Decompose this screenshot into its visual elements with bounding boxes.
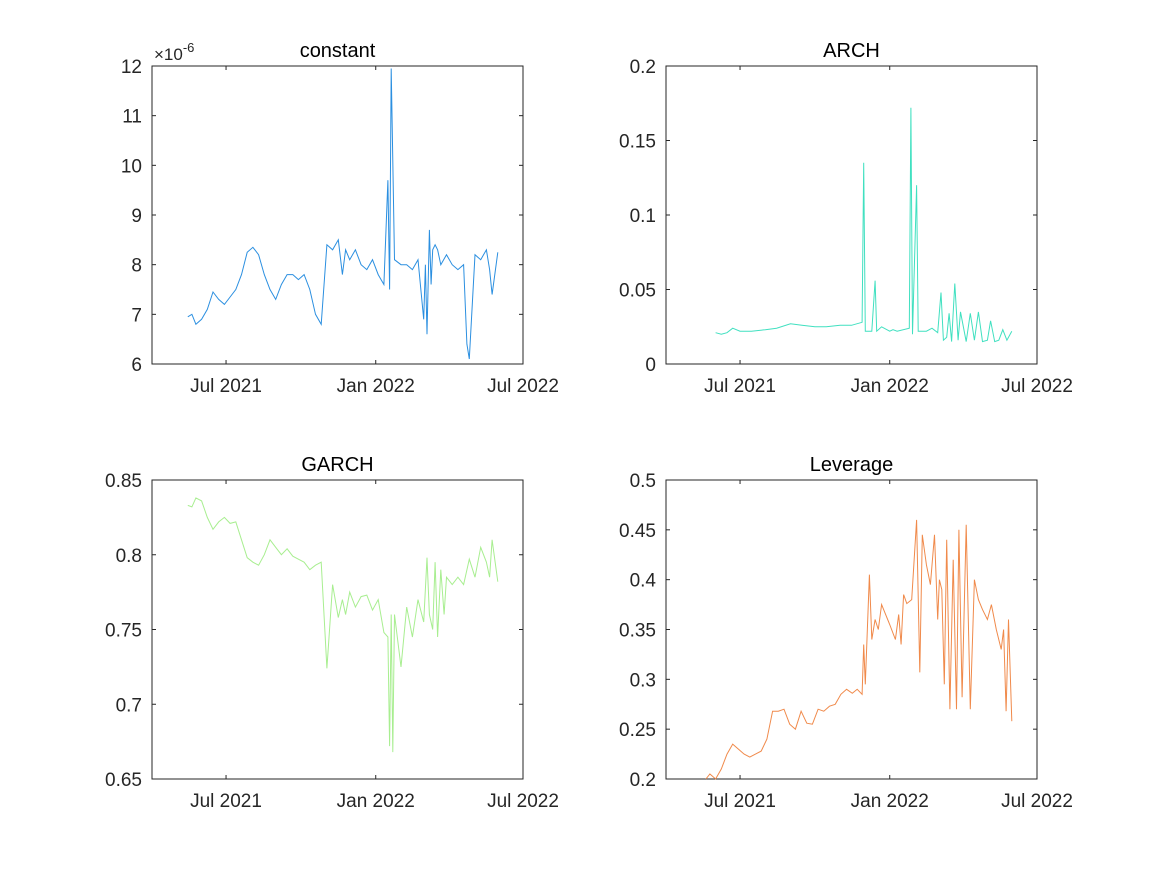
y-tick-label: 11: [122, 107, 142, 128]
subplot-garch: GARCH 0.65 0.7 0.75 0.8 0.85 Jul 2021 Jan 2022…: [105, 454, 559, 812]
subplot-garch-axes: [151, 479, 524, 780]
y-tick-label: 0.45: [619, 521, 656, 542]
y-tick-label: 0.2: [630, 57, 656, 78]
x-tick-label: Jul 2022: [1001, 791, 1073, 812]
arch-series-line: [715, 107, 1013, 343]
subplot-constant-ticks: 6 7 8 9 10 11 12 Jul 2021 Jan 2022 Jul 2022: [121, 57, 559, 397]
x-tick-label: Jul 2022: [487, 376, 559, 397]
y-tick-label: 8: [131, 256, 142, 277]
y-tick-label: 0.35: [619, 621, 656, 642]
y-tick-label: 0.4: [630, 571, 657, 592]
y-exponent-label: ×10-6: [154, 40, 194, 64]
x-tick-label: Jan 2022: [851, 376, 929, 397]
x-tick-label: Jul 2022: [1001, 376, 1073, 397]
x-tick-label: Jul 2021: [190, 791, 262, 812]
subplot-garch-title: GARCH: [301, 454, 373, 476]
y-tick-label: 0.5: [630, 471, 656, 492]
leverage-series-line: [705, 519, 1013, 780]
subplot-arch-axes: [665, 65, 1038, 365]
x-tick-label: Jul 2021: [704, 376, 776, 397]
y-tick-label: 0.7: [116, 695, 142, 716]
garch-series-line: [187, 497, 499, 753]
subplot-garch-ticks: 0.65 0.7 0.75 0.8 0.85 Jul 2021 Jan 2022 Jul 20…: [105, 471, 559, 812]
y-exponent-base: ×10: [154, 45, 183, 64]
y-tick-label: 9: [131, 206, 142, 227]
y-tick-label: 12: [121, 57, 142, 78]
y-tick-label: 6: [131, 355, 142, 376]
y-tick-label: 0.1: [630, 206, 656, 227]
y-tick-label: 10: [121, 156, 142, 177]
x-tick-label: Jan 2022: [337, 791, 415, 812]
y-tick-label: 0.15: [619, 132, 656, 153]
constant-series-line: [187, 68, 499, 360]
subplot-leverage-axes: [665, 479, 1038, 780]
y-tick-label: 0.25: [619, 720, 656, 741]
x-tick-label: Jul 2022: [487, 791, 559, 812]
y-tick-label: 0.65: [105, 770, 142, 791]
y-tick-label: 0.8: [116, 546, 142, 567]
subplot-leverage: Leverage 0.2 0.25 0.3 0.35 0.4 0.45 0.5 Jul 202…: [619, 454, 1073, 812]
y-tick-label: 0.3: [630, 670, 656, 691]
y-tick-label: 0.75: [105, 621, 142, 642]
subplot-arch: ARCH 0 0.05 0.1 0.15 0.2 Jul 2021 Jan 2022 Jul …: [619, 40, 1073, 397]
subplot-constant-title: constant: [300, 40, 376, 62]
y-tick-label: 0: [645, 355, 656, 376]
subplot-arch-ticks: 0 0.05 0.1 0.15 0.2 Jul 2021 Jan 2022 Jul 2022: [619, 57, 1073, 397]
y-exponent-power: -6: [183, 40, 195, 55]
subplot-arch-title: ARCH: [823, 40, 880, 62]
y-tick-label: 0.85: [105, 471, 142, 492]
subplot-leverage-ticks: 0.2 0.25 0.3 0.35 0.4 0.45 0.5 Jul 2021 Jan 2022…: [619, 471, 1073, 812]
y-tick-label: 0.05: [619, 281, 656, 302]
y-tick-label: 0.2: [630, 770, 656, 791]
x-tick-label: Jul 2021: [704, 791, 776, 812]
subplot-constant: constant ×10-6 6 7 8 9 10 11 12 Jul 2021 Jan 202…: [121, 40, 559, 397]
x-tick-label: Jul 2021: [190, 376, 262, 397]
subplot-constant-axes: [151, 65, 524, 365]
x-tick-label: Jan 2022: [337, 376, 415, 397]
x-tick-label: Jan 2022: [851, 791, 929, 812]
y-tick-label: 7: [131, 305, 142, 326]
subplot-leverage-title: Leverage: [810, 454, 893, 476]
